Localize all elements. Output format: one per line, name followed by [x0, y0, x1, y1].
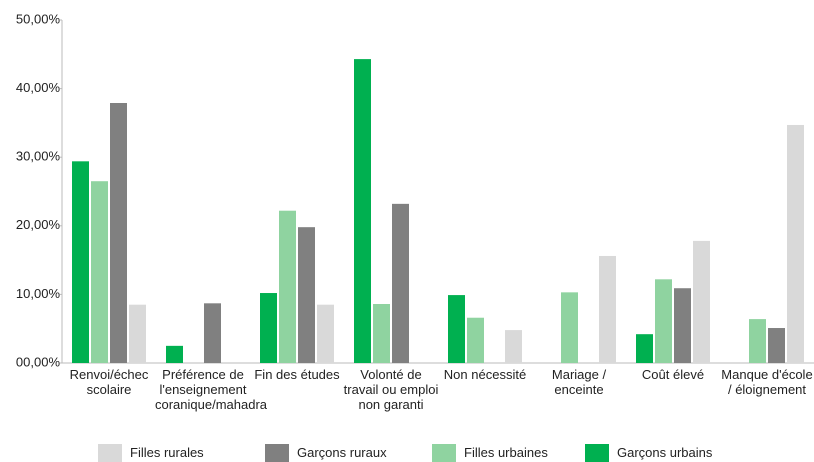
- legend-swatch: [98, 444, 122, 462]
- x-tick-label: Fin des études: [254, 367, 340, 382]
- y-tick-label: 00,00%: [16, 354, 61, 369]
- bar: [72, 161, 89, 363]
- bar: [91, 181, 108, 363]
- legend-item: Garçons ruraux: [265, 444, 387, 462]
- x-tick-label: Préférence de l'enseignement coranique/m…: [155, 367, 268, 412]
- bar: [749, 319, 766, 363]
- legend-label: Filles rurales: [130, 445, 204, 460]
- bar: [110, 103, 127, 364]
- x-tick-label: Manque d'école / éloignement: [721, 367, 813, 397]
- y-tick-label: 20,00%: [16, 217, 61, 232]
- bar: [655, 279, 672, 363]
- x-tick-label: Volonté de travail ou emploi non garanti: [343, 367, 439, 412]
- bar: [787, 124, 804, 363]
- bar: [448, 295, 465, 363]
- x-tick-label: Coût élevé: [641, 367, 705, 382]
- bar: [317, 304, 334, 363]
- x-tick-label: Non nécessité: [443, 367, 527, 382]
- legend-label: Filles urbaines: [464, 445, 548, 460]
- bar: [260, 293, 277, 363]
- x-tick-label: Renvoi/échec scolaire: [69, 367, 149, 397]
- bar: [279, 210, 296, 363]
- bar: [129, 304, 146, 363]
- legend-item: Garçons urbains: [585, 444, 712, 462]
- y-tick-label: 10,00%: [16, 286, 61, 301]
- legend-swatch: [265, 444, 289, 462]
- bar: [768, 328, 785, 363]
- bar: [204, 303, 221, 363]
- bar: [505, 330, 522, 363]
- bar: [298, 227, 315, 363]
- y-tick-label: 50,00%: [16, 11, 61, 26]
- bar: [561, 292, 578, 363]
- bar: [693, 240, 710, 363]
- bar: [599, 255, 616, 363]
- legend-item: Filles urbaines: [432, 444, 548, 462]
- bar: [354, 59, 371, 364]
- bar: [166, 345, 183, 363]
- bar: [674, 288, 691, 363]
- bar: [636, 334, 653, 363]
- legend-item: Filles rurales: [98, 444, 204, 462]
- bar: [467, 317, 484, 363]
- bar: [392, 203, 409, 363]
- legend-swatch: [585, 444, 609, 462]
- bar: [373, 304, 390, 363]
- y-tick-label: 30,00%: [16, 149, 61, 164]
- x-tick-label: Mariage / enceinte: [551, 367, 607, 397]
- legend-label: Garçons ruraux: [297, 445, 387, 460]
- legend-swatch: [432, 444, 456, 462]
- y-tick-label: 40,00%: [16, 80, 61, 95]
- legend-label: Garçons urbains: [617, 445, 713, 460]
